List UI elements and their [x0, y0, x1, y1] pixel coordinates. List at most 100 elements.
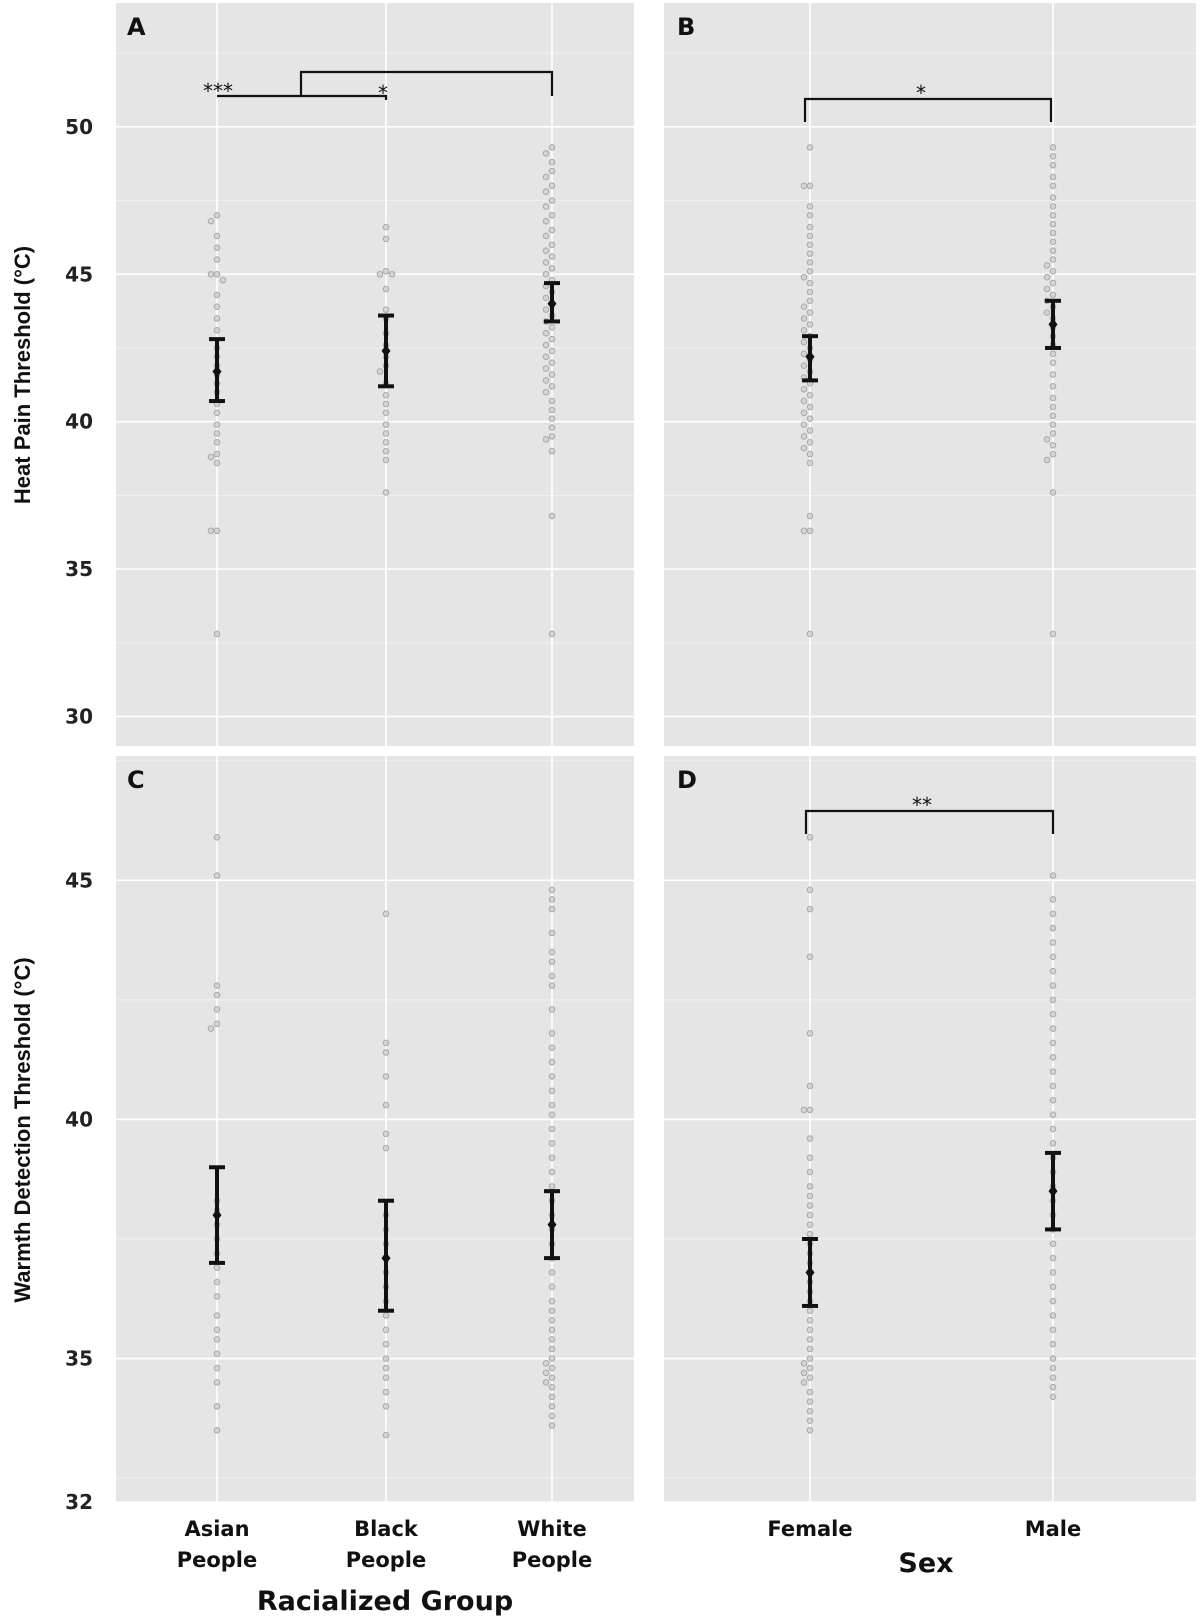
data-point	[548, 415, 556, 423]
data-point	[806, 1106, 814, 1114]
mean-marker	[1048, 1185, 1058, 1198]
data-point	[806, 1326, 814, 1334]
mean-marker	[212, 1209, 222, 1222]
data-point	[548, 972, 556, 980]
data-point	[1049, 1254, 1057, 1262]
data-point	[806, 391, 814, 399]
data-point	[382, 430, 390, 437]
data-point	[548, 1383, 556, 1391]
data-point	[207, 453, 215, 461]
x-tick-label-line: Black	[354, 1517, 419, 1541]
data-point	[548, 211, 556, 219]
data-point	[800, 1106, 808, 1114]
data-point	[382, 1101, 390, 1109]
data-point	[800, 315, 808, 322]
data-point	[548, 1183, 556, 1190]
data-point	[1049, 211, 1057, 219]
data-point	[548, 144, 556, 151]
data-point	[800, 527, 808, 535]
data-point	[806, 1183, 814, 1190]
data-point	[548, 1422, 556, 1429]
data-point	[1049, 872, 1057, 879]
y-tick-label: 32	[65, 1490, 93, 1514]
data-point	[1049, 350, 1057, 358]
data-point	[382, 409, 390, 417]
data-point	[548, 197, 556, 204]
data-point	[806, 512, 814, 520]
data-point	[213, 244, 221, 252]
data-point	[382, 489, 390, 496]
data-point	[382, 1431, 390, 1439]
data-point	[1043, 456, 1051, 464]
data-point	[548, 1044, 556, 1052]
data-point	[548, 397, 556, 405]
data-point	[382, 1049, 390, 1056]
data-point	[548, 1307, 556, 1315]
data-point	[548, 1006, 556, 1013]
data-point	[1049, 450, 1057, 458]
data-point	[382, 1388, 390, 1396]
data-point	[1043, 273, 1051, 281]
data-point	[382, 223, 390, 231]
data-point	[382, 235, 390, 243]
data-point	[806, 1345, 814, 1353]
data-point	[1049, 1053, 1057, 1061]
data-point	[806, 211, 814, 219]
data-point	[382, 1403, 390, 1410]
data-point	[548, 324, 556, 331]
data-point	[806, 309, 814, 316]
data-point	[213, 450, 221, 458]
data-point	[800, 385, 808, 393]
data-point	[1049, 1039, 1057, 1047]
data-point	[1049, 173, 1057, 181]
data-point	[806, 1168, 814, 1176]
data-point	[806, 259, 814, 266]
data-point	[1049, 291, 1057, 299]
data-point	[1049, 1125, 1057, 1133]
data-point	[542, 365, 550, 372]
sex-x-axis-title: Sex	[898, 1548, 953, 1579]
x-tick-label-line: People	[177, 1548, 258, 1572]
data-point	[800, 362, 808, 369]
panel-letter: B	[677, 13, 695, 41]
data-point	[542, 1360, 550, 1367]
data-point	[382, 1073, 390, 1080]
data-point	[806, 1316, 814, 1324]
data-point	[213, 256, 221, 263]
data-point	[213, 630, 221, 638]
data-point	[1049, 982, 1057, 989]
mean-marker	[381, 344, 391, 357]
panel-d: D Female Male **	[664, 756, 1196, 1541]
data-point	[548, 896, 556, 903]
data-point	[548, 1403, 556, 1410]
data-point	[800, 397, 808, 405]
data-point	[213, 303, 221, 310]
data-point	[806, 144, 814, 151]
data-point	[548, 1125, 556, 1133]
data-point	[548, 253, 556, 260]
mean-marker	[1048, 318, 1058, 331]
data-point	[542, 388, 550, 396]
data-point	[213, 982, 221, 989]
data-point	[542, 217, 550, 225]
data-point	[806, 268, 814, 275]
data-point	[800, 303, 808, 310]
data-point	[1049, 1269, 1057, 1276]
y-tick-label: 30	[65, 705, 93, 729]
data-point	[806, 1426, 814, 1434]
data-point	[806, 415, 814, 423]
data-point	[800, 433, 808, 440]
data-point	[800, 338, 808, 346]
data-point	[806, 905, 814, 913]
data-point	[382, 1340, 390, 1348]
significance-label: ***	[203, 79, 233, 103]
data-point	[1049, 359, 1057, 367]
data-point	[548, 1073, 556, 1080]
data-point	[800, 326, 808, 334]
x-tick-label: Black People	[346, 1517, 427, 1572]
data-point	[376, 368, 384, 375]
x-tick-label-line: Female	[767, 1517, 852, 1541]
data-point	[213, 459, 221, 467]
data-point	[382, 268, 390, 275]
data-point	[542, 353, 550, 361]
